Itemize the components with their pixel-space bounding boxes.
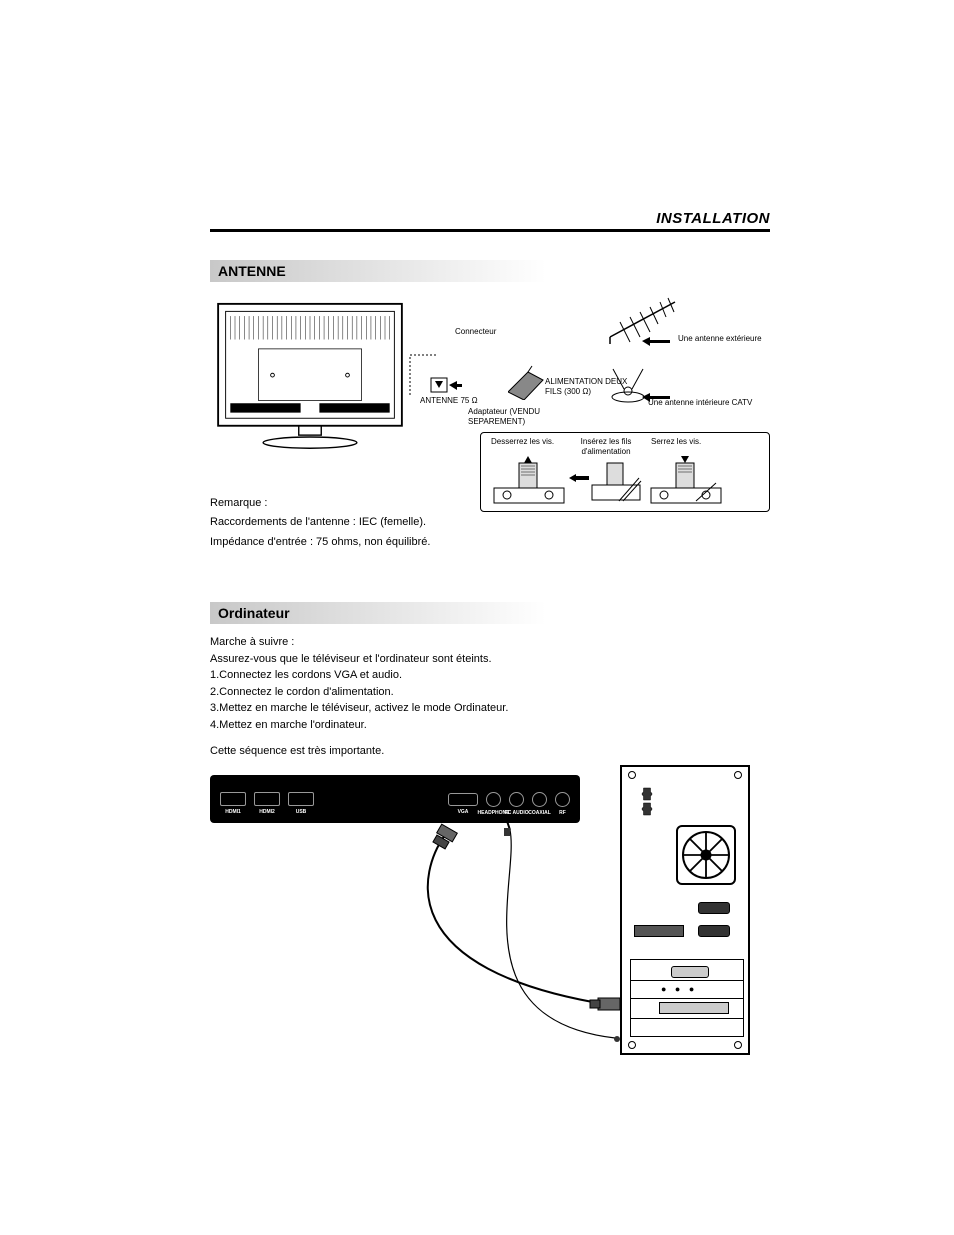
ord-step4: 4.Mettez en marche l'ordinateur. [210, 717, 770, 734]
pc-screw-icon [734, 1041, 742, 1049]
arrow-left-ext-icon [642, 336, 672, 346]
ord-intro: Marche à suivre : [210, 634, 770, 651]
section-heading-ordinateur: Ordinateur [210, 602, 770, 624]
pc-screw-icon [734, 771, 742, 779]
pc-screw-icon [628, 1041, 636, 1049]
port-coaxial: COAXIAL [532, 792, 547, 807]
pc-vga-out-icon [671, 966, 709, 978]
ord-sequence-note: Cette séquence est très importante. [210, 745, 770, 757]
tv-port-panel: HDMI1 HDMI2 USB VGA HEADPHONE PC AUDIO C… [210, 775, 580, 823]
arrow-step12-icon [569, 473, 591, 483]
pc-port-serial-icon [698, 902, 730, 914]
port-usb: USB [288, 792, 314, 806]
antenna-connector-icon [430, 377, 450, 395]
adapter-icon [508, 362, 546, 400]
pc-port-parallel-icon [634, 925, 684, 937]
port-hdmi2: HDMI2 [254, 792, 280, 806]
remark-label: Remarque : [210, 496, 430, 511]
screw-step3-icon [646, 453, 726, 508]
page-title: INSTALLATION [210, 210, 770, 227]
port-pcaudio: PC AUDIO [509, 792, 524, 807]
screw-step1-icon [489, 453, 569, 508]
connection-diagram: HDMI1 HDMI2 USB VGA HEADPHONE PC AUDIO C… [210, 775, 750, 1065]
pc-screw-icon [628, 771, 636, 779]
antenna-remark-block: Remarque : Raccordements de l'antenne : … [210, 492, 430, 550]
pc-fan-icon [676, 825, 736, 885]
screw-steps-box: Desserrez les vis. Insérez les fils d'al… [480, 432, 770, 512]
label-antenne75: ANTENNE 75 Ω [420, 396, 478, 406]
cables-icon [410, 820, 650, 1070]
label-connecteur: Connecteur [455, 327, 496, 337]
label-desserrez: Desserrez les vis. [491, 437, 554, 447]
arrow-left-icon [449, 380, 463, 392]
screw-step2-icon [589, 453, 644, 508]
page-content: INSTALLATION ANTENNE [210, 210, 770, 1065]
label-ant-int: Une antenne intérieure CATV [648, 398, 752, 408]
ordinateur-steps: Marche à suivre : Assurez-vous que le té… [210, 634, 770, 733]
port-rf: RF [555, 792, 570, 807]
port-headphone: HEADPHONE [486, 792, 501, 807]
pc-slot-wide-icon [659, 1002, 729, 1014]
antenna-diagram: Connecteur ANTENNE 75 Ω Adaptateur (VEND… [210, 292, 770, 542]
ord-step1: 1.Connectez les cordons VGA et audio. [210, 667, 770, 684]
header-bar: INSTALLATION [210, 210, 770, 232]
pc-tower: ● ● ● [620, 765, 750, 1055]
remark-line2: Impédance d'entrée : 75 ohms, non équili… [210, 535, 430, 550]
psu-icon [636, 787, 658, 817]
remark-line1: Raccordements de l'antenne : IEC (femell… [210, 515, 430, 530]
label-ant-ext: Une antenne extérieure [678, 334, 762, 344]
pc-expansion-area: ● ● ● [630, 959, 744, 1037]
ord-step2: 2.Connectez le cordon d'alimentation. [210, 684, 770, 701]
label-adaptateur: Adaptateur (VENDU SEPAREMENT) [468, 407, 558, 426]
port-hdmi1: HDMI1 [220, 792, 246, 806]
tv-back-icon [210, 302, 410, 452]
pc-audio-jacks-icon: ● ● ● [661, 984, 697, 994]
ord-step3: 3.Mettez en marche le téléviseur, active… [210, 700, 770, 717]
ord-line0: Assurez-vous que le téléviseur et l'ordi… [210, 651, 770, 668]
port-vga: VGA [448, 793, 478, 806]
label-serrez: Serrez les vis. [651, 437, 701, 447]
section-heading-antenne: ANTENNE [210, 260, 770, 282]
pc-port-serial2-icon [698, 925, 730, 937]
